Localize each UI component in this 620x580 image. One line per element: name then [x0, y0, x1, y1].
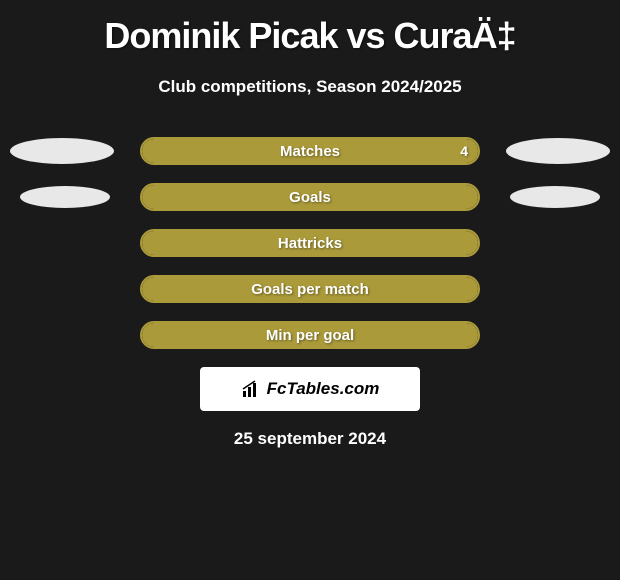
stat-label: Goals per match — [251, 281, 369, 298]
stat-bar: Goals — [140, 183, 480, 211]
logo-text: FcTables.com — [267, 379, 380, 399]
right-player-marker — [506, 138, 610, 164]
stat-bar: Hattricks — [140, 229, 480, 257]
right-player-marker — [510, 186, 600, 208]
left-player-marker — [10, 138, 114, 164]
stats-row: Matches 4 — [10, 137, 610, 165]
stat-bar: Min per goal — [140, 321, 480, 349]
stat-label: Min per goal — [266, 327, 354, 344]
left-player-marker — [20, 186, 110, 208]
chart-icon — [241, 379, 261, 399]
stats-row: Min per goal — [10, 321, 610, 349]
stat-label: Goals — [289, 189, 331, 206]
stats-row: Goals per match — [10, 275, 610, 303]
stats-row: Goals — [10, 183, 610, 211]
stats-list: Matches 4 Goals Hattricks — [10, 137, 610, 349]
main-container: Dominik Picak vs CuraÄ‡ Club competition… — [0, 0, 620, 449]
stat-value: 4 — [460, 143, 468, 159]
stat-label: Hattricks — [278, 235, 342, 252]
stat-label: Matches — [280, 143, 340, 160]
page-subtitle: Club competitions, Season 2024/2025 — [10, 77, 610, 97]
stat-bar: Matches 4 — [140, 137, 480, 165]
date-text: 25 september 2024 — [10, 429, 610, 449]
stat-bar: Goals per match — [140, 275, 480, 303]
fctables-logo[interactable]: FcTables.com — [200, 367, 420, 411]
page-title: Dominik Picak vs CuraÄ‡ — [10, 15, 610, 57]
stats-row: Hattricks — [10, 229, 610, 257]
